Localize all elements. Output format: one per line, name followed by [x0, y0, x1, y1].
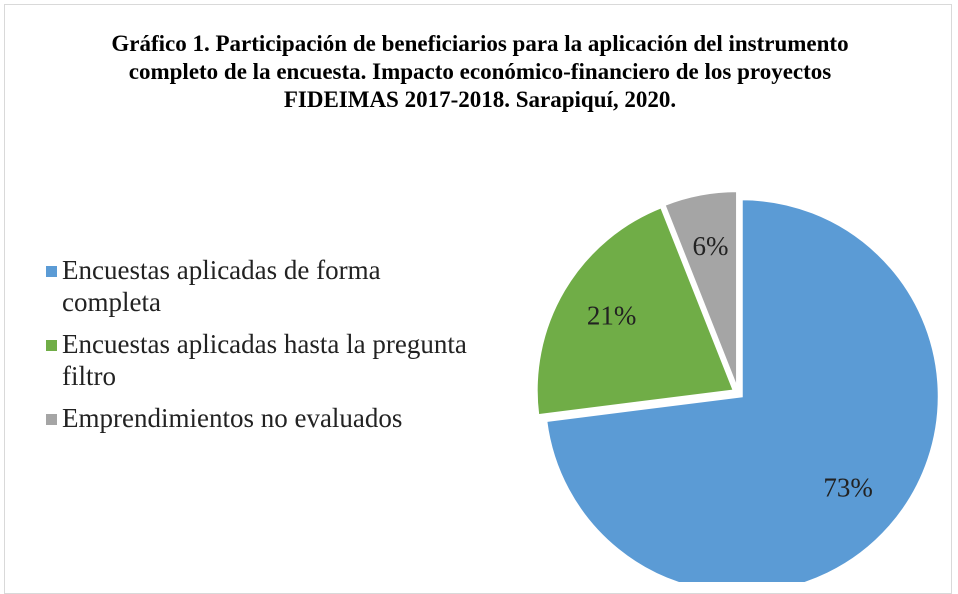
legend-entry: Encuestas aplicadas de forma completa	[46, 254, 486, 318]
data-label: 73%	[823, 472, 873, 502]
legend-entry: Emprendimientos no evaluados	[46, 402, 486, 434]
page: {"chart_data": {"type": "pie", "title": …	[4, 4, 952, 594]
pie-slice	[663, 190, 739, 389]
legend-entry: Encuestas aplicadas hasta la pregunta fi…	[46, 328, 486, 392]
legend-label: Encuestas aplicadas de forma completa	[62, 255, 381, 317]
data-label: 6%	[692, 231, 728, 261]
legend-swatch	[46, 266, 57, 277]
chart: 73% 21% 6%	[535, 190, 940, 582]
legend-swatch	[46, 414, 57, 425]
pie-slice	[545, 198, 940, 582]
legend-label: Emprendimientos no evaluados	[62, 403, 403, 433]
chart-title: Gráfico 1. Participación de beneficiario…	[111, 31, 849, 112]
data-label: 21%	[587, 300, 637, 330]
pie-slice	[535, 205, 736, 417]
legend-label: Encuestas aplicadas hasta la pregunta fi…	[62, 329, 467, 391]
legend-swatch	[46, 340, 57, 351]
legend: Encuestas aplicadas de forma completa Enc…	[46, 254, 486, 444]
